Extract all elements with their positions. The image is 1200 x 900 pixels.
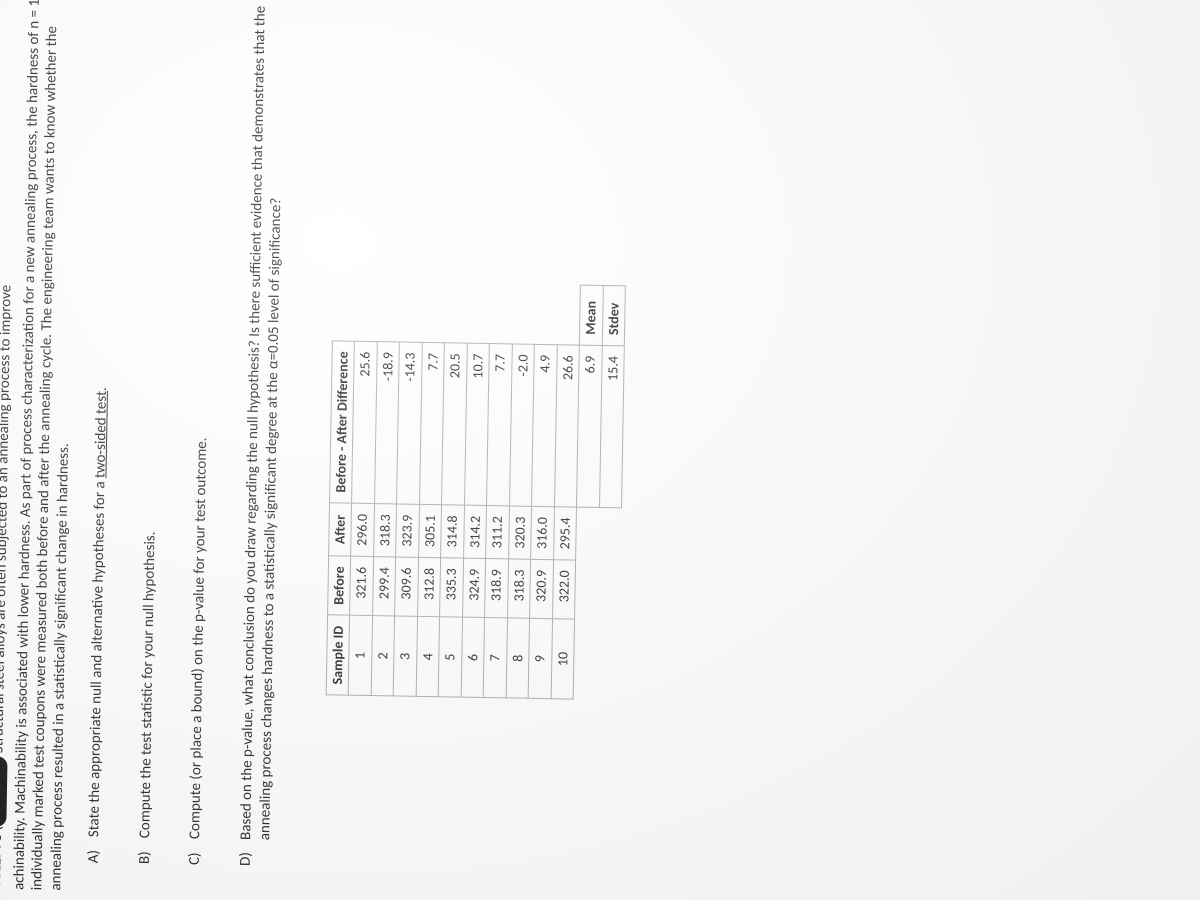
cell-after: 295.4 <box>553 507 576 560</box>
cell-id: 1 <box>348 616 372 696</box>
cell-spacer <box>444 283 468 343</box>
cell-blank <box>573 619 597 699</box>
data-table: Sample ID Before After Before - After Di… <box>325 280 626 700</box>
cell-after: 323.9 <box>396 504 419 557</box>
cell-after: 316.0 <box>531 506 554 559</box>
cell-spacer <box>399 282 423 342</box>
cell-diff: 20.5 <box>442 343 467 506</box>
cell-id: 4 <box>416 617 440 697</box>
cell-id: 7 <box>483 618 507 698</box>
cell-diff: -2.0 <box>509 344 534 507</box>
cell-spacer <box>377 281 401 341</box>
cell-before: 312.8 <box>417 557 441 617</box>
question-a-underlined: two-sided test <box>91 391 111 478</box>
question-d: D) Based on the p-value, what conclusion… <box>237 0 290 866</box>
question-c-text: Compute (or place a bound) on the p-valu… <box>186 437 211 839</box>
cell-spacer <box>354 281 378 341</box>
cell-before: 309.6 <box>395 557 419 617</box>
cell-blank <box>596 620 620 700</box>
question-b-text: Compute the test statistic for your null… <box>136 531 159 838</box>
question-letter: B) <box>135 851 154 864</box>
cell-id: 3 <box>393 616 417 696</box>
cell-after: 305.1 <box>418 504 441 557</box>
col-spacer <box>332 281 356 341</box>
cell-before: 299.4 <box>372 557 396 617</box>
question-list: A) State the appropriate null and altern… <box>84 0 289 894</box>
cell-spacer <box>512 284 536 344</box>
cell-blank <box>598 508 621 561</box>
cell-blank <box>576 507 599 560</box>
cell-id: 8 <box>506 618 530 698</box>
intro-line1-prefix: achinability. Machinability <box>10 731 31 890</box>
cell-blank <box>575 560 599 620</box>
cell-spacer <box>422 282 446 342</box>
cell-id: 2 <box>371 616 395 696</box>
intro-line4: in hardness. <box>54 443 73 517</box>
cell-after: 296.0 <box>351 503 374 556</box>
stdev-label: Stdev <box>602 285 626 345</box>
cell-after: 318.3 <box>373 504 396 557</box>
question-a: A) State the appropriate null and altern… <box>84 0 118 863</box>
question-a-suffix: . <box>93 387 111 391</box>
cell-after: 320.3 <box>508 506 531 559</box>
table-body: 1321.6296.025.6 2299.4318.3-18.9 3309.63… <box>348 281 625 700</box>
cell-diff: -18.9 <box>374 341 399 504</box>
question-c: C) Compute (or place a bound) on the p-v… <box>186 0 220 865</box>
cell-diff: 7.7 <box>487 343 512 506</box>
stdev-value: 15.4 <box>599 345 624 508</box>
cutoff-text: face of <box>0 0 1 12</box>
cell-before: 318.3 <box>507 559 531 619</box>
question-d-text: Based on the p-value, what conclusion do… <box>237 6 285 841</box>
cell-diff: -14.3 <box>397 342 422 505</box>
col-before: Before <box>327 556 351 616</box>
cell-spacer <box>534 284 558 344</box>
cell-after: 311.2 <box>486 506 509 559</box>
cell-before: 321.6 <box>350 556 374 616</box>
cell-after: 314.8 <box>441 505 464 558</box>
question-a-text: State the appropriate null and alternati… <box>85 478 109 838</box>
col-sample: Sample ID <box>326 615 350 695</box>
cell-before: 335.3 <box>440 558 464 618</box>
cell-diff: 25.6 <box>352 341 377 504</box>
cell-diff: 7.7 <box>419 342 444 505</box>
problem-intro: achinability. Machinability is associate… <box>10 0 82 891</box>
question-b: B) Compute the test statistic for your n… <box>135 0 169 864</box>
cell-blank <box>597 560 621 620</box>
cell-id: 5 <box>438 617 462 697</box>
mean-label: Mean <box>579 285 603 345</box>
question-letter: C) <box>186 852 205 865</box>
cell-spacer <box>489 283 513 343</box>
header-prefix: OBLEM 3 ( <box>0 826 6 890</box>
cell-before: 320.9 <box>530 559 554 619</box>
cell-before: 322.0 <box>552 560 576 620</box>
redacted-points: points total <box>0 756 7 826</box>
photo-surface: face of OBLEM 3 (points total Structural… <box>0 0 1200 900</box>
cell-id: 10 <box>551 619 575 699</box>
col-after: After <box>328 503 351 556</box>
col-diff: Before - After Difference <box>329 341 354 504</box>
data-table-wrap: Sample ID Before After Before - After Di… <box>325 175 628 700</box>
cell-diff: 10.7 <box>464 343 489 506</box>
cell-diff: 4.9 <box>532 344 557 507</box>
paper-page: face of OBLEM 3 (points total Structural… <box>0 0 1200 900</box>
cell-id: 6 <box>461 617 485 697</box>
question-letter: D) <box>237 852 256 866</box>
mean-value: 6.9 <box>576 345 601 508</box>
cell-after: 314.2 <box>463 505 486 558</box>
cell-id: 9 <box>528 619 552 699</box>
cell-spacer <box>467 283 491 343</box>
cell-before: 324.9 <box>462 558 486 618</box>
cell-spacer <box>557 285 581 345</box>
question-letter: A) <box>84 850 103 864</box>
cell-diff: 26.6 <box>554 345 579 508</box>
cell-before: 318.9 <box>485 558 509 618</box>
